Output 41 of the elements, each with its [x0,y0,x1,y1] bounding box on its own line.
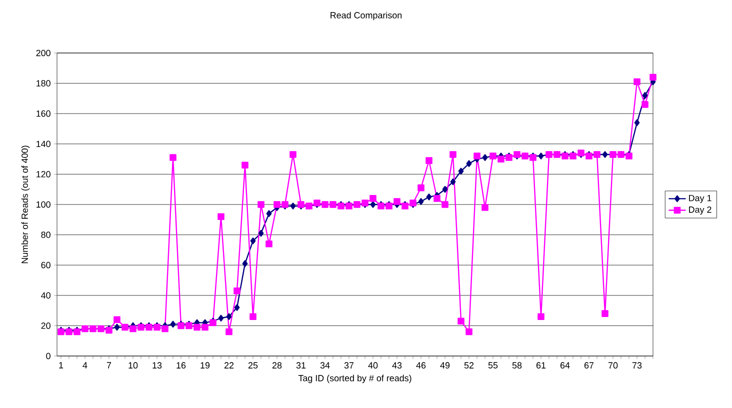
legend-label: Day 2 [689,206,712,215]
y-tick-label: 80 [41,232,50,238]
x-tick-label: 28 [272,362,282,369]
x-tick-label: 25 [248,362,258,369]
y-tick-label: 100 [36,201,50,208]
x-tick-label: 31 [296,362,306,369]
y-tick-label: 120 [36,171,50,178]
y-tick-label: 40 [41,292,50,299]
x-tick-label: 70 [608,362,618,369]
x-tick-label: 67 [584,362,594,369]
x-tick-label: 58 [512,362,522,369]
x-tick-label: 40 [368,362,378,369]
x-tick-label: 34 [320,362,330,369]
x-tick-label: 13 [152,362,162,369]
chart-title: Read Comparison [330,12,402,20]
x-tick-label: 1 [59,362,64,368]
y-tick-label: 60 [41,262,50,268]
x-tick-label: 19 [200,362,210,369]
x-tick-label: 64 [560,362,570,369]
y-tick-label: 20 [41,322,50,329]
x-tick-label: 10 [128,362,138,369]
x-tick-label: 37 [344,362,354,369]
x-tick-label: 49 [440,362,450,369]
x-tick-label: 73 [632,362,642,369]
x-tick-label: 4 [82,362,88,368]
x-tick-label: 22 [224,362,234,368]
x-tick-label: 7 [106,362,112,368]
x-tick-label: 55 [488,362,498,368]
x-axis-title: Tag ID (sorted by # of reads) [298,374,412,384]
x-tick-label: 46 [416,362,426,369]
legend-label: Day 1 [689,194,712,203]
y-axis-title: Number of Reads (out of 400) [21,146,30,264]
x-tick-label: 52 [464,362,474,369]
y-tick-label: 180 [36,80,50,86]
y-tick-label: 140 [36,140,50,148]
y-tick-label: 200 [36,50,50,56]
y-tick-label: 0 [46,352,50,360]
x-tick-label: 16 [176,362,186,369]
x-tick-label: 43 [392,362,402,369]
y-tick-label: 160 [36,110,50,117]
x-tick-label: 61 [536,362,546,369]
